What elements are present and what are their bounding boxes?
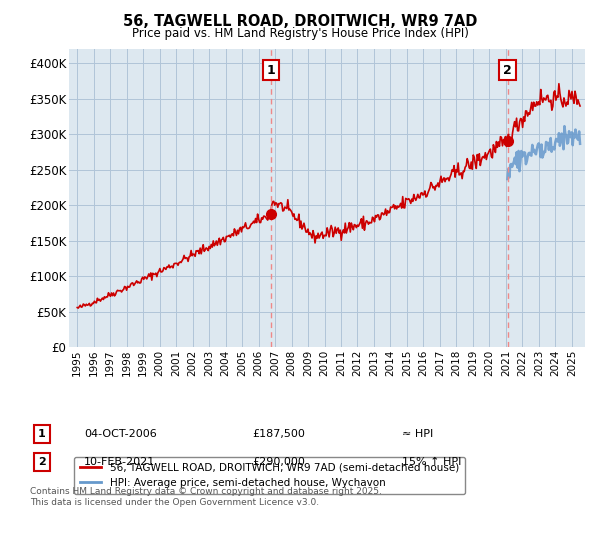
Text: £290,000: £290,000 xyxy=(252,457,305,467)
Text: 1: 1 xyxy=(266,64,275,77)
Text: ≈ HPI: ≈ HPI xyxy=(402,429,433,439)
Text: Price paid vs. HM Land Registry's House Price Index (HPI): Price paid vs. HM Land Registry's House … xyxy=(131,27,469,40)
Text: 2: 2 xyxy=(38,457,46,467)
Text: 1: 1 xyxy=(38,429,46,439)
Text: 2: 2 xyxy=(503,64,512,77)
Text: 04-OCT-2006: 04-OCT-2006 xyxy=(84,429,157,439)
Text: 10-FEB-2021: 10-FEB-2021 xyxy=(84,457,155,467)
Text: £187,500: £187,500 xyxy=(252,429,305,439)
Text: 15% ↑ HPI: 15% ↑ HPI xyxy=(402,457,461,467)
Text: Contains HM Land Registry data © Crown copyright and database right 2025.
This d: Contains HM Land Registry data © Crown c… xyxy=(30,487,382,507)
Text: 56, TAGWELL ROAD, DROITWICH, WR9 7AD: 56, TAGWELL ROAD, DROITWICH, WR9 7AD xyxy=(123,14,477,29)
Legend: 56, TAGWELL ROAD, DROITWICH, WR9 7AD (semi-detached house), HPI: Average price, : 56, TAGWELL ROAD, DROITWICH, WR9 7AD (se… xyxy=(74,457,465,494)
